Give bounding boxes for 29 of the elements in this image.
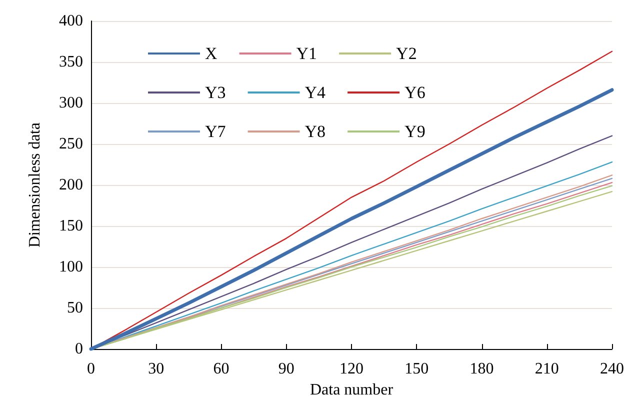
x-tick-label: 0 (87, 360, 95, 378)
x-tick-label: 30 (148, 360, 164, 378)
y-tick-label: 300 (59, 94, 83, 112)
legend-label: Y3 (205, 83, 226, 102)
y-axis-title: Dimensionless data (26, 122, 44, 248)
x-tick-label: 60 (213, 360, 230, 378)
x-tick-label: 150 (404, 360, 429, 378)
legend-label: Y9 (404, 122, 426, 141)
x-axis-title: Data number (310, 381, 394, 398)
legend-label: Y1 (296, 44, 318, 63)
x-tick-label: 210 (534, 360, 559, 378)
x-tick-label: 120 (340, 360, 364, 378)
y-tick-label: 250 (59, 136, 83, 152)
y-tick-label: 0 (75, 340, 83, 358)
legend-label: Y6 (404, 83, 426, 102)
y-tick-label: 150 (59, 218, 83, 234)
x-tick-label: 90 (278, 360, 294, 378)
legend-label: Y8 (304, 122, 326, 141)
x-tick-label: 180 (470, 360, 494, 378)
legend-label: Y2 (396, 44, 417, 63)
y-tick-label: 400 (59, 12, 83, 30)
y-tick-label: 100 (59, 258, 83, 276)
legend-label: X (205, 44, 218, 63)
y-tick-label: 200 (59, 176, 83, 194)
y-tick-label: 50 (67, 300, 83, 316)
y-tick-label: 350 (59, 54, 83, 70)
legend-label: Y7 (205, 122, 226, 141)
legend-label: Y4 (304, 83, 326, 102)
x-tick-label: 240 (600, 360, 624, 378)
